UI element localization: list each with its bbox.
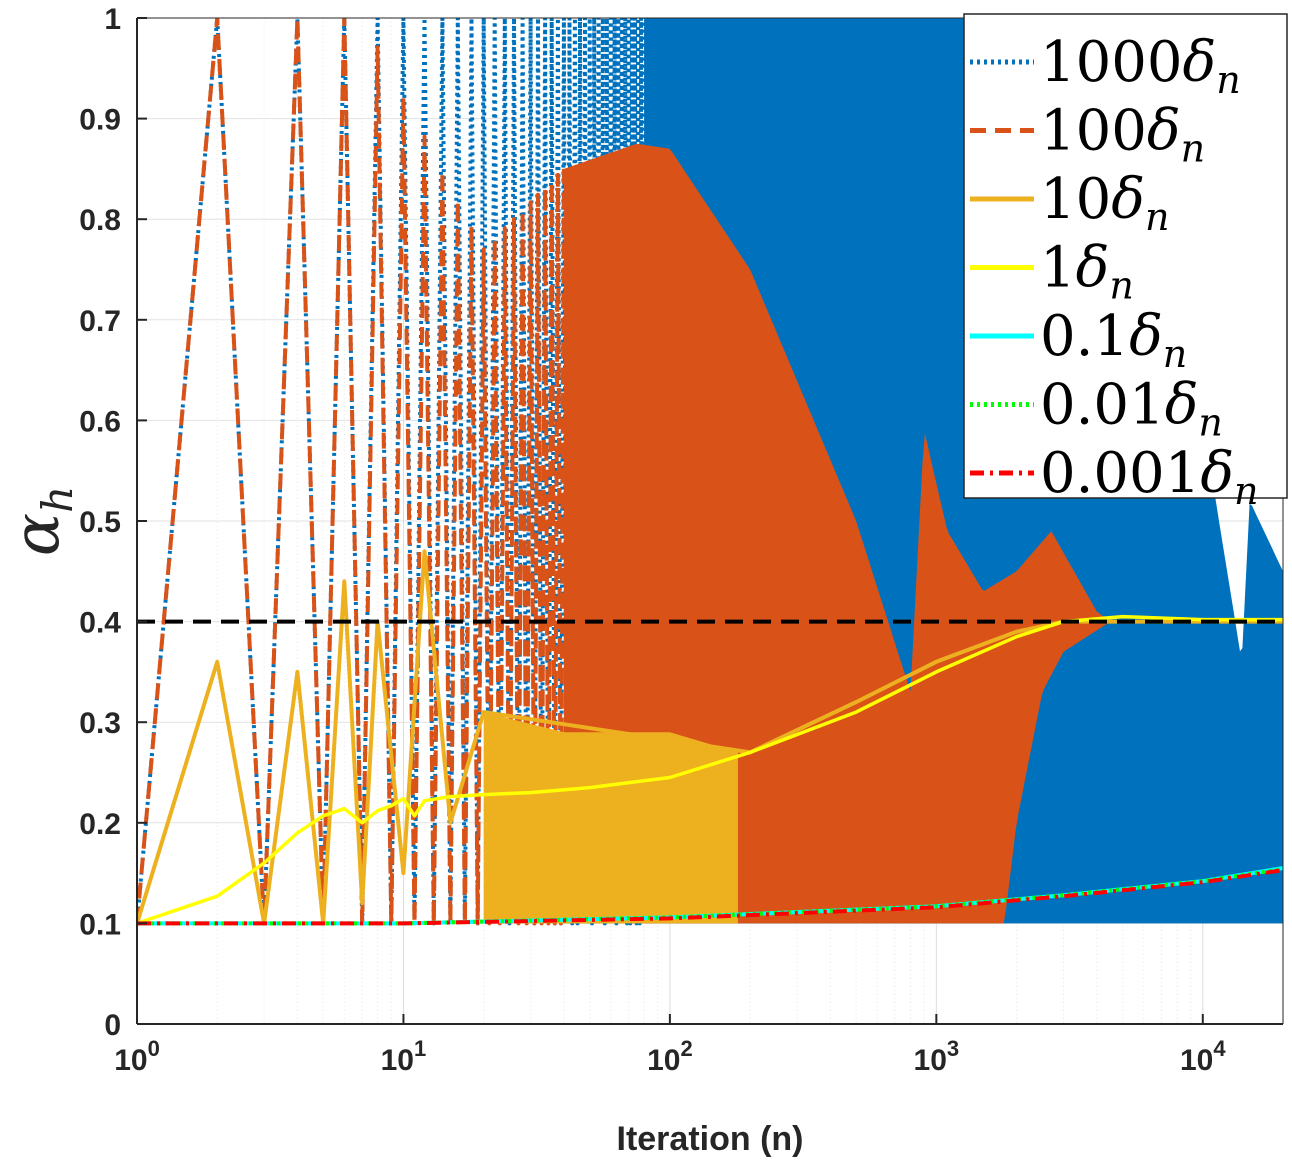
x-tick-label: 103 <box>914 1036 960 1077</box>
y-tick-label: 0.2 <box>79 808 121 841</box>
legend-label: 0.1δn <box>1040 304 1187 376</box>
legend-item: 0.001δn <box>970 441 1259 513</box>
legend-label: 1000δn <box>1040 30 1241 102</box>
y-tick-label: 0.9 <box>79 104 121 137</box>
legend-item: 100δn <box>970 99 1205 171</box>
series-line-3 <box>137 614 1283 926</box>
x-tick-label: 102 <box>647 1036 693 1077</box>
y-tick-label: 0.8 <box>79 204 121 237</box>
y-tick-label: 0.7 <box>79 305 121 338</box>
series-1 <box>137 18 1111 926</box>
y-tick-label: 0.4 <box>79 607 121 640</box>
y-axis-label-sub: h <box>33 486 82 513</box>
y-tick-label: 1 <box>104 3 121 36</box>
series-line-6 <box>137 868 1283 926</box>
y-tick-label: 0.1 <box>79 908 121 941</box>
legend-item: 0.1δn <box>970 304 1187 376</box>
legend-label: 10δn <box>1040 167 1169 239</box>
y-axis-label: αh <box>0 486 82 556</box>
y-tick-label: 0.5 <box>79 506 121 539</box>
series-2 <box>137 549 1283 926</box>
y-tick-label: 0.3 <box>79 707 121 740</box>
legend-item: 0.01δn <box>970 373 1223 445</box>
legend-label: 0.001δn <box>1040 441 1259 513</box>
y-tick-label: 0 <box>104 1009 121 1042</box>
x-axis-label: Iteration (n) <box>617 1120 804 1158</box>
series-band <box>483 712 738 924</box>
series-band <box>563 144 1111 924</box>
legend-item: 1δn <box>970 236 1134 308</box>
x-tick-label: 104 <box>1180 1036 1226 1077</box>
x-tick-label: 101 <box>381 1036 427 1077</box>
legend-label: 100δn <box>1040 99 1205 171</box>
y-tick-label: 0.6 <box>79 405 121 438</box>
legend-item: 1000δn <box>970 30 1241 102</box>
legend-box <box>963 13 1288 499</box>
legend-item: 10δn <box>970 167 1169 239</box>
legend-label: 1δn <box>1040 236 1134 308</box>
y-axis-label-base: α <box>0 513 74 556</box>
series-line <box>137 549 1283 926</box>
series-line <box>137 18 566 926</box>
axes: 0 0.1 0.2 0.3 0.4 0.5 0.6 0.7 0.8 0.9 1 100 101 102 10… <box>79 3 1284 1077</box>
x-tick-label: 100 <box>114 1036 160 1077</box>
legend-label: 0.01δn <box>1040 373 1223 445</box>
